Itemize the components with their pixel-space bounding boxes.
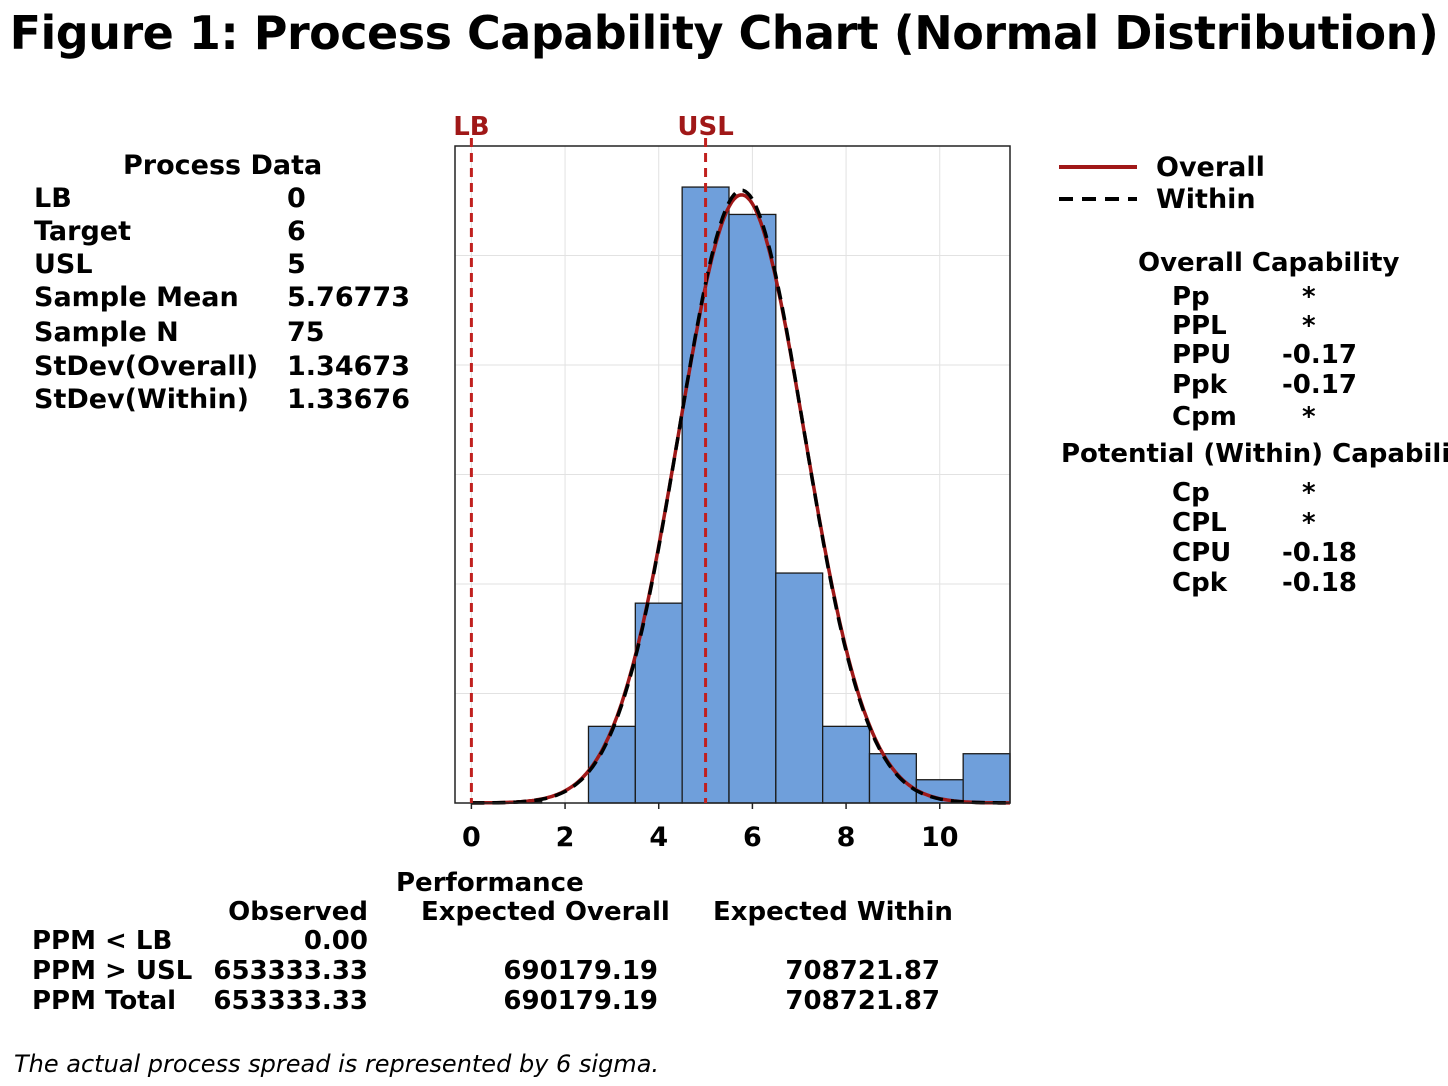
process-data-label: StDev(Within) bbox=[34, 384, 249, 415]
performance-expected-within-value: 708721.87 bbox=[785, 986, 940, 1016]
performance-expected-overall-value: 690179.19 bbox=[503, 956, 658, 986]
capability-value: -0.17 bbox=[1282, 370, 1357, 400]
capability-value: * bbox=[1302, 311, 1316, 341]
x-tick-label: 4 bbox=[649, 822, 668, 853]
process-data-label: Target bbox=[34, 216, 132, 247]
process-data-label: USL bbox=[34, 249, 93, 280]
capability-value: -0.18 bbox=[1282, 568, 1357, 598]
process-data-value: 5.76773 bbox=[287, 282, 410, 313]
overall-line-swatch bbox=[1059, 165, 1137, 169]
capability-label: Cpk bbox=[1172, 568, 1227, 598]
process-data-label: LB bbox=[34, 183, 72, 214]
capability-value: * bbox=[1302, 508, 1316, 538]
x-tick-label: 8 bbox=[837, 822, 856, 853]
process-data-heading: Process Data bbox=[123, 150, 323, 181]
x-tick-label: 2 bbox=[556, 822, 575, 853]
performance-heading: Performance bbox=[396, 868, 584, 898]
performance-observed-value: 653333.33 bbox=[213, 956, 368, 986]
x-tick-label: 6 bbox=[743, 822, 762, 853]
x-tick-label: 0 bbox=[462, 822, 481, 853]
capability-label: PPL bbox=[1172, 311, 1227, 341]
capability-label: Pp bbox=[1172, 282, 1210, 312]
histogram-bar bbox=[775, 572, 824, 804]
process-data-value: 5 bbox=[287, 249, 306, 280]
performance-row-label: PPM > USL bbox=[32, 956, 193, 986]
overall-capability-heading: Overall Capability bbox=[1138, 248, 1400, 278]
performance-col-expected-overall: Expected Overall bbox=[421, 897, 670, 927]
spec-label-lb: LB bbox=[453, 112, 489, 142]
performance-col-expected-within: Expected Within bbox=[713, 897, 953, 927]
histogram-bar bbox=[962, 753, 1011, 804]
potential-capability-heading: Potential (Within) Capability bbox=[1061, 439, 1448, 469]
capability-label: CPU bbox=[1172, 538, 1232, 568]
spec-label-usl: USL bbox=[677, 112, 733, 142]
histogram-bar bbox=[868, 753, 917, 804]
histogram-bar bbox=[822, 725, 871, 804]
performance-row-label: PPM < LB bbox=[32, 926, 173, 956]
performance-row-label: PPM Total bbox=[32, 986, 177, 1016]
legend-label-within: Within bbox=[1156, 184, 1256, 215]
capability-value: -0.17 bbox=[1282, 340, 1357, 370]
process-data-label: StDev(Overall) bbox=[34, 351, 259, 382]
capability-label: CPL bbox=[1172, 508, 1227, 538]
process-data-value: 0 bbox=[287, 183, 306, 214]
capability-value: * bbox=[1302, 282, 1316, 312]
footnote: The actual process spread is represented… bbox=[14, 1050, 660, 1078]
process-data-label: Sample Mean bbox=[34, 282, 239, 313]
process-data-value: 1.33676 bbox=[287, 384, 410, 415]
chart-title: Figure 1: Process Capability Chart (Norm… bbox=[9, 6, 1439, 60]
capability-label: PPU bbox=[1172, 340, 1232, 370]
capability-label: Cpm bbox=[1172, 402, 1237, 432]
performance-expected-overall-value: 690179.19 bbox=[503, 986, 658, 1016]
within-normal-curve bbox=[471, 188, 1010, 805]
performance-observed-value: 0.00 bbox=[303, 926, 368, 956]
performance-expected-within-value: 708721.87 bbox=[785, 956, 940, 986]
process-data-value: 6 bbox=[287, 216, 306, 247]
process-data-label: Sample N bbox=[34, 317, 179, 348]
capability-value: * bbox=[1302, 402, 1316, 432]
capability-label: Cp bbox=[1172, 478, 1210, 508]
capability-histogram: LB USL 0 2 4 6 8 10 bbox=[453, 112, 1011, 853]
performance-observed-value: 653333.33 bbox=[213, 986, 368, 1016]
plot-frame bbox=[454, 145, 1011, 804]
capability-label: Ppk bbox=[1172, 370, 1227, 400]
capability-value: * bbox=[1302, 478, 1316, 508]
process-data-value: 1.34673 bbox=[287, 351, 410, 382]
x-tick-label: 10 bbox=[921, 822, 959, 853]
within-line-swatch bbox=[1059, 197, 1137, 201]
process-data-value: 75 bbox=[287, 317, 325, 348]
performance-col-observed: Observed bbox=[228, 897, 368, 927]
legend-label-overall: Overall bbox=[1156, 152, 1265, 183]
histogram-bar bbox=[728, 213, 777, 804]
capability-value: -0.18 bbox=[1282, 538, 1357, 568]
